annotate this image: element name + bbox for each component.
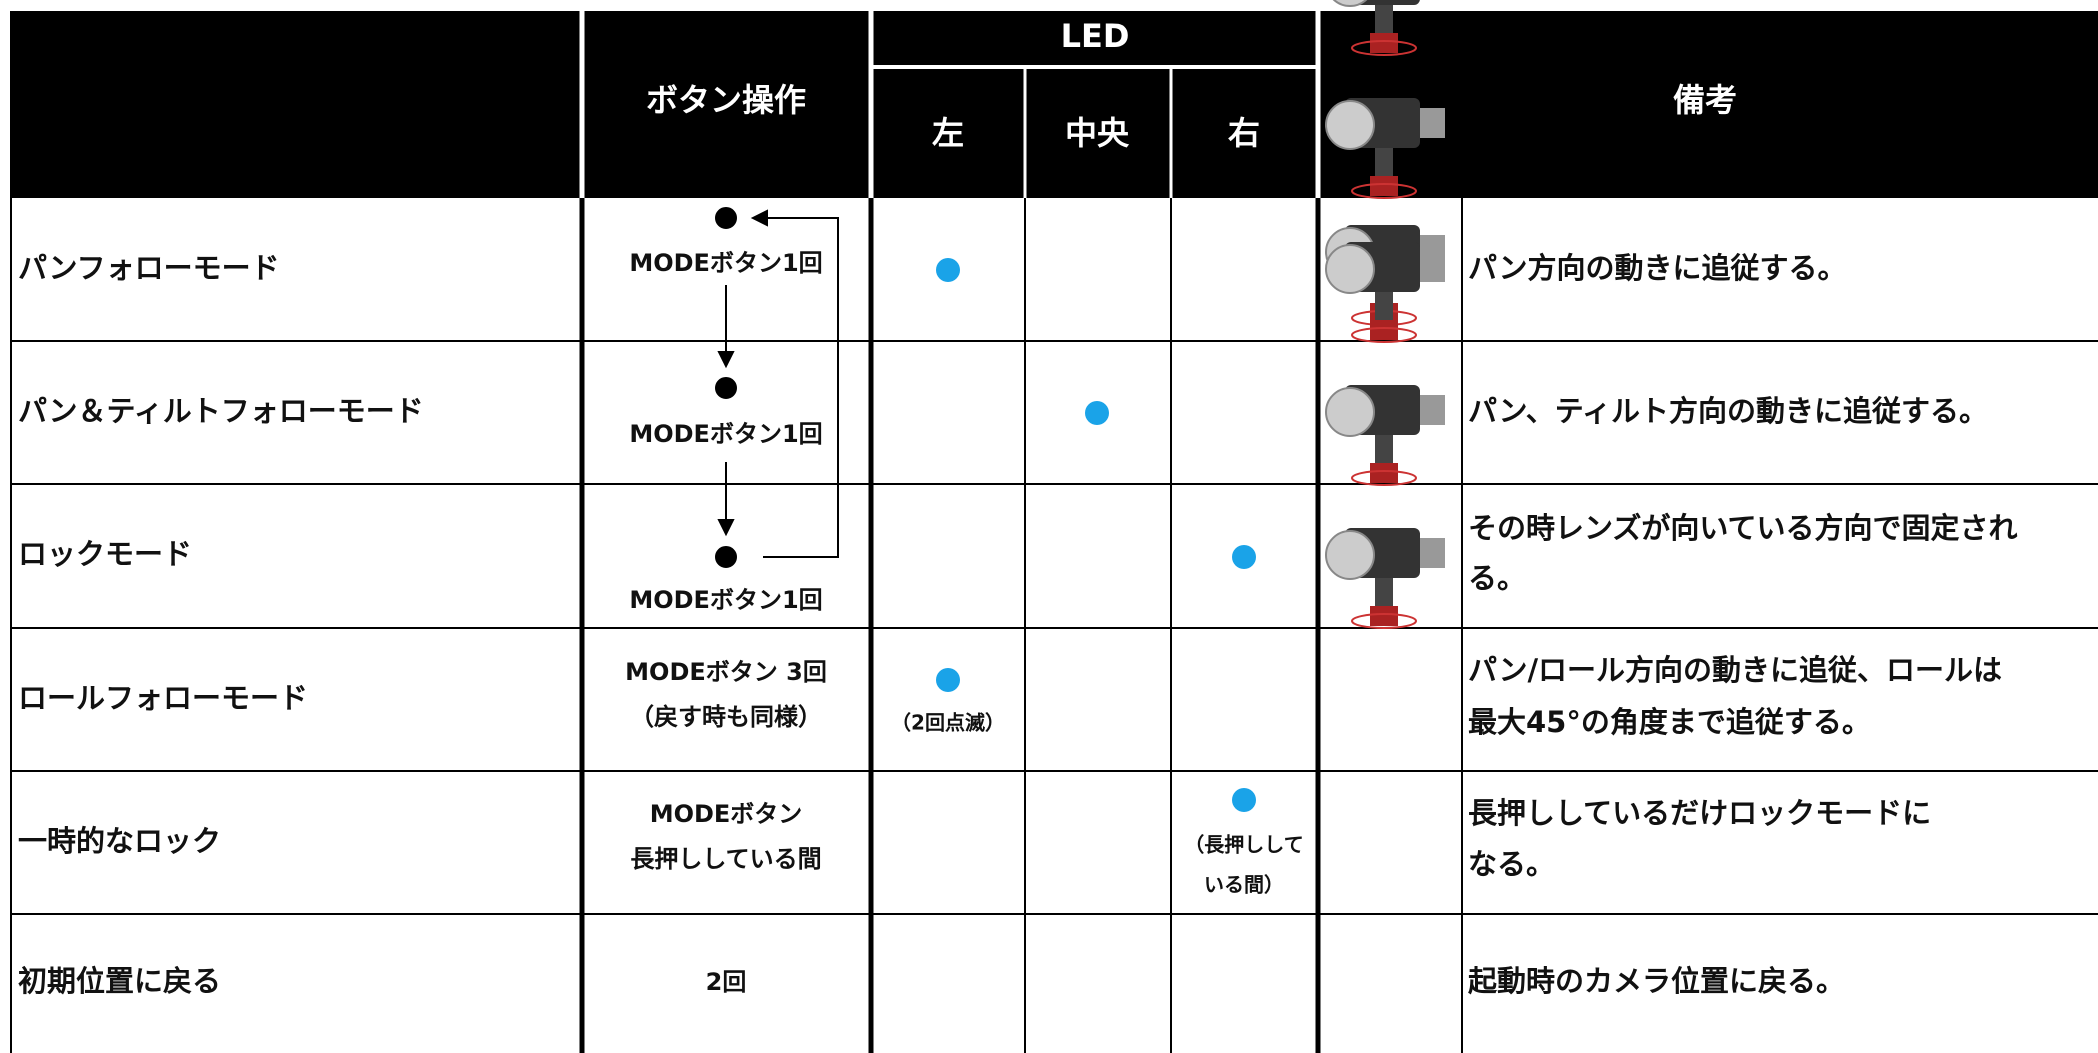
notes: 長押ししているだけロックモードに: [1468, 796, 1931, 830]
header-lines: [579, 11, 1321, 198]
header-button: ボタン操作: [646, 81, 806, 119]
notes: なる。: [1468, 847, 1555, 881]
notes: パン/ロール方向の動きに追従、ロールは: [1468, 653, 2002, 687]
rows: パンフォローモード パン＆ティルトフォローモード ロックモード ロールフォローモ…: [18, 249, 2018, 998]
notes: その時レンズが向いている方向で固定され: [1468, 511, 2018, 545]
header-center: 中央: [1065, 114, 1130, 152]
button-op: （戻す時も同様）: [630, 703, 822, 731]
button-op: MODEボタン1回: [629, 420, 822, 448]
header-right: 右: [1228, 114, 1260, 152]
header-bg: [11, 11, 2098, 198]
flow-diagram: [715, 207, 839, 568]
mode: ロックモード: [18, 537, 192, 571]
header-led: LED: [1061, 17, 1130, 55]
mode: ロールフォローモード: [18, 681, 308, 715]
led-note: （長押しして: [1184, 833, 1303, 857]
button-op: 2回: [706, 968, 747, 996]
header-notes: 備考: [1673, 81, 1737, 119]
led-note: いる間）: [1204, 873, 1284, 897]
mode: パン＆ティルトフォローモード: [18, 394, 424, 428]
notes: 最大45°の角度まで追従する。: [1468, 705, 1871, 739]
notes: 起動時のカメラ位置に戻る。: [1468, 964, 1845, 998]
grid: [10, 11, 2098, 1053]
mode: 初期位置に戻る: [18, 964, 221, 998]
header-left: 左: [932, 114, 964, 152]
notes: パン、ティルト方向の動きに追従する。: [1468, 394, 1988, 428]
mode: パンフォローモード: [18, 251, 280, 285]
mode: 一時的なロック: [18, 824, 221, 858]
button-op: MODEボタン: [650, 800, 803, 828]
notes: る。: [1468, 561, 1526, 595]
led-note: （2回点滅）: [891, 711, 1005, 735]
button-op: MODEボタン 3回: [625, 658, 827, 686]
led-dots: [936, 258, 1256, 812]
button-op: 長押ししている間: [630, 845, 821, 873]
notes: パン方向の動きに追従する。: [1468, 251, 1846, 285]
gimbal-images: [1325, 0, 1446, 629]
button-op: MODEボタン1回: [629, 249, 822, 277]
button-op: MODEボタン1回: [629, 586, 822, 614]
